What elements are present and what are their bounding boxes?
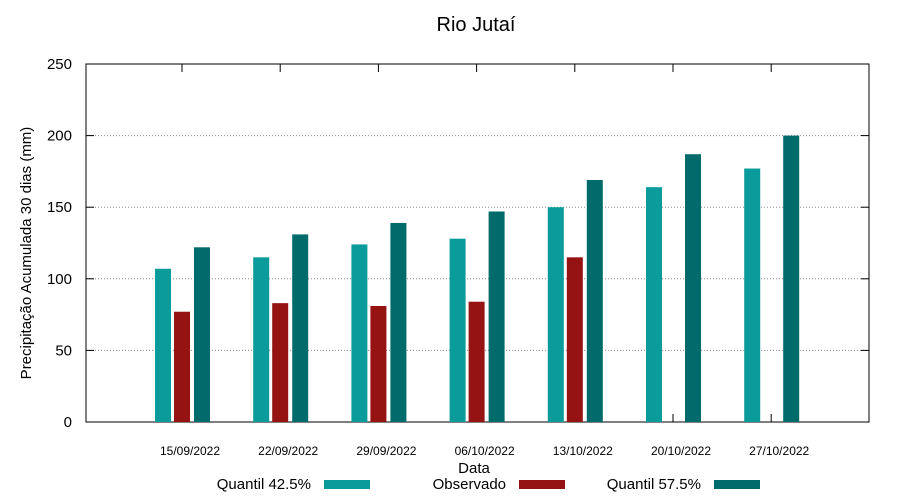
bar-quantil-42-5--3 [449,238,466,422]
x-axis-label: Data [458,460,490,477]
x-tick-label: 06/10/2022 [455,444,515,458]
x-tick-label: 15/09/2022 [160,444,220,458]
bar-quantil-57-5--0 [194,247,210,422]
legend-swatch-2 [714,480,760,489]
bar-quantil-42-5--4 [547,207,564,422]
y-tick-label: 50 [55,342,72,359]
legend-label-1: Observado [433,476,506,493]
x-tick-label: 13/10/2022 [553,444,613,458]
x-tick-label: 27/10/2022 [749,444,809,458]
y-tick-label: 250 [47,56,72,73]
y-tick-label: 100 [47,271,72,288]
legend-swatch-0 [324,480,370,489]
bar-observado-2 [370,306,387,422]
x-tick-label: 29/09/2022 [356,444,416,458]
legend-label-2: Quantil 57.5% [607,476,701,493]
legend: Quantil 42.5% Observado Quantil 57.5% [217,476,760,493]
bar-quantil-57-5--2 [390,222,407,422]
bars [155,135,800,422]
bar-quantil-42-5--0 [155,268,171,422]
x-tick-label: 22/09/2022 [258,444,318,458]
y-axis-label: Precipitação Acumulada 30 dias (mm) [18,127,35,380]
bar-quantil-42-5--1 [253,257,270,422]
y-tick-label: 200 [47,128,72,145]
bar-quantil-57-5--6 [783,135,800,422]
chart-title: Rio Jutaí [437,14,516,36]
bar-quantil-57-5--5 [685,154,701,422]
bar-observado-3 [468,301,485,422]
bar-observado-1 [272,303,289,422]
bar-quantil-57-5--1 [292,234,309,422]
x-tick-label: 20/10/2022 [651,444,711,458]
legend-label-0: Quantil 42.5% [217,476,311,493]
y-axis: 0 50 100 150 200 250 [47,56,869,431]
bar-quantil-42-5--2 [351,244,368,422]
bar-observado-0 [174,311,190,422]
y-tick-label: 150 [47,199,72,216]
bar-quantil-57-5--4 [586,179,603,422]
bar-quantil-57-5--3 [488,211,505,422]
bar-quantil-42-5--6 [744,168,761,422]
y-tick-label: 0 [64,414,72,431]
bar-quantil-42-5--5 [646,187,662,422]
bar-observado-4 [566,257,583,422]
legend-swatch-1 [519,480,565,489]
